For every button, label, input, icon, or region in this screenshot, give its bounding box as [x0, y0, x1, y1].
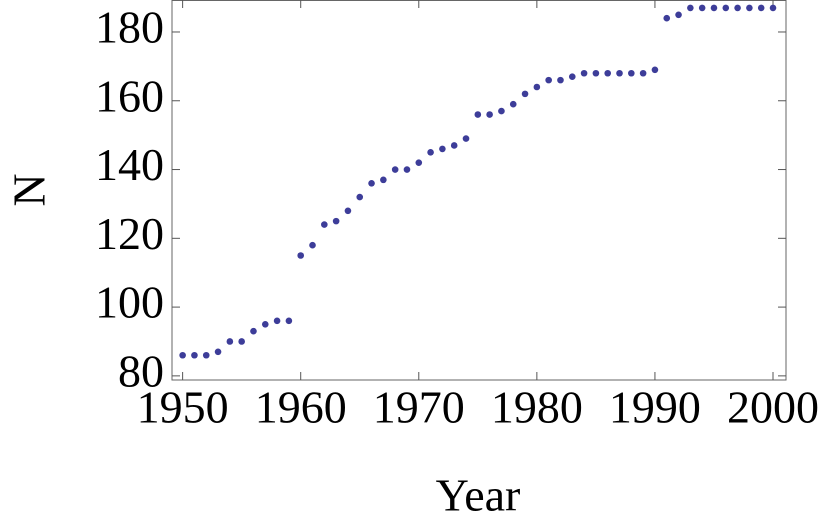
point — [356, 193, 364, 201]
point — [344, 207, 352, 215]
point — [273, 317, 281, 325]
point — [639, 69, 647, 77]
x-tick-label: 1970 — [373, 382, 465, 433]
point — [368, 179, 375, 187]
point — [592, 69, 600, 77]
point — [545, 76, 552, 84]
plot-frame — [171, 0, 787, 381]
point — [474, 111, 482, 118]
point — [297, 252, 305, 259]
x-tick-label: 1950 — [137, 382, 229, 433]
point — [427, 149, 434, 156]
y-tick-label: 80 — [118, 345, 164, 396]
point — [651, 66, 659, 74]
point — [734, 4, 741, 12]
point — [498, 107, 505, 115]
point — [191, 351, 198, 359]
point — [557, 76, 564, 84]
x-tick-label: 1980 — [491, 382, 583, 433]
point — [462, 135, 470, 142]
point — [450, 142, 458, 149]
point — [722, 4, 730, 12]
y-axis-label: N — [4, 173, 55, 206]
point — [710, 4, 718, 12]
point — [285, 317, 293, 325]
point — [663, 14, 671, 22]
point — [202, 351, 210, 359]
point — [757, 4, 765, 12]
point — [415, 159, 423, 166]
point — [628, 69, 635, 77]
point — [675, 11, 682, 19]
point — [533, 83, 541, 91]
y-tick-label: 140 — [95, 139, 164, 190]
y-tick-label: 120 — [95, 208, 164, 259]
point — [391, 166, 399, 173]
point — [604, 69, 612, 77]
point — [486, 111, 493, 118]
point — [568, 73, 576, 80]
point — [521, 90, 529, 98]
point — [179, 351, 186, 359]
point — [321, 221, 328, 228]
point — [226, 338, 234, 345]
point — [439, 145, 446, 153]
point — [332, 217, 340, 225]
point — [769, 4, 777, 12]
point — [616, 69, 623, 77]
point — [309, 241, 316, 249]
point — [214, 348, 222, 356]
y-tick-label: 100 — [95, 277, 164, 328]
x-tick-label: 1990 — [609, 382, 701, 433]
point — [238, 338, 245, 345]
point — [403, 166, 411, 173]
point — [509, 100, 517, 108]
point — [250, 327, 257, 335]
y-tick-label: 180 — [95, 2, 164, 53]
x-tick-label: 1960 — [255, 382, 347, 433]
point — [261, 320, 269, 328]
point — [746, 4, 753, 12]
y-tick-label: 160 — [95, 70, 164, 121]
point — [380, 176, 387, 184]
x-tick-label: 2000 — [727, 382, 819, 433]
point — [698, 4, 706, 12]
point — [687, 4, 694, 12]
point — [580, 69, 588, 77]
x-axis-label: Year — [436, 470, 521, 521]
